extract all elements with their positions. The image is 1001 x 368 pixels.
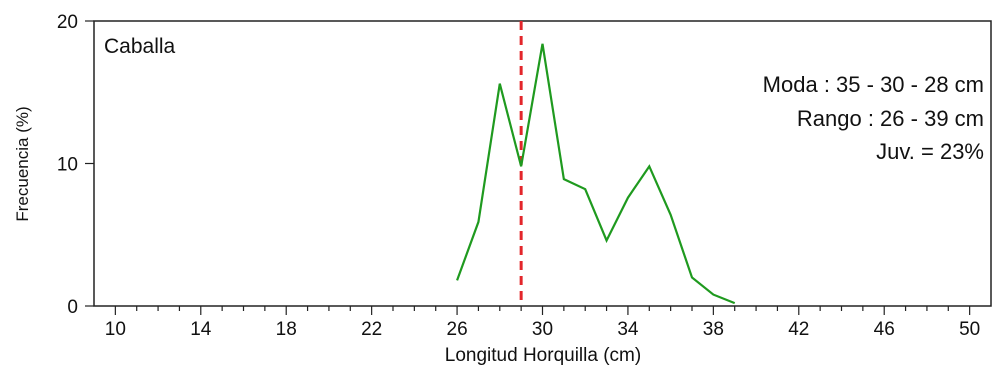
y-axis-title: Frecuencia (%) [13,106,32,221]
x-tick-label: 10 [105,319,126,340]
annotation-rango: Rango : 26 - 39 cm [797,106,984,131]
x-axis-ticks: 10 14 18 22 26 30 34 38 42 46 50 [105,306,980,340]
annotation-juveniles: Juv. = 23% [876,139,984,164]
y-tick-label: 20 [57,12,78,33]
y-axis-ticks: 0 10 20 [57,12,94,318]
x-tick-label: 22 [361,319,382,340]
y-tick-label: 10 [57,155,78,176]
x-tick-label: 14 [190,319,212,340]
x-tick-label: 26 [447,319,468,340]
series-line [456,43,736,305]
species-label: Caballa [104,35,176,58]
y-tick-label: 0 [67,297,78,318]
x-tick-label: 50 [959,319,980,340]
annotation-moda: Moda : 35 - 30 - 28 cm [763,72,984,97]
x-tick-label: 38 [703,319,724,340]
x-tick-label: 18 [276,319,297,340]
x-tick-label: 46 [874,319,895,340]
x-axis-title: Longitud Horquilla (cm) [445,345,641,366]
series-layer [456,43,736,305]
x-tick-label: 34 [617,319,639,340]
plot-area-frame [93,20,992,307]
x-tick-label: 42 [788,319,809,340]
x-tick-label: 30 [532,319,553,340]
